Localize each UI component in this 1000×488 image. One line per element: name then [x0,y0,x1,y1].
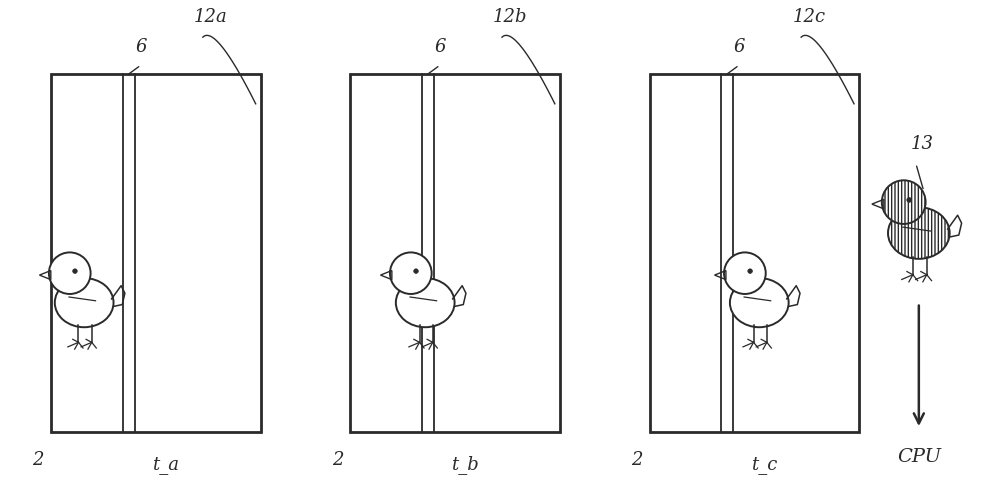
Ellipse shape [888,207,950,259]
Circle shape [414,269,418,273]
Circle shape [49,252,91,294]
Circle shape [748,269,752,273]
Ellipse shape [730,278,789,327]
Text: 6: 6 [734,38,745,56]
Ellipse shape [396,278,455,327]
Text: 12a: 12a [194,8,228,26]
Text: 6: 6 [135,38,147,56]
Circle shape [390,252,432,294]
Text: 2: 2 [631,451,642,469]
Bar [650,74,859,432]
Bar [51,74,261,432]
Text: 13: 13 [910,135,933,153]
Text: CPU: CPU [897,448,941,466]
Text: 6: 6 [434,38,446,56]
Text: t_c: t_c [751,456,777,474]
Circle shape [882,180,926,224]
Text: 2: 2 [332,451,343,469]
Text: 12b: 12b [493,8,527,26]
Text: t_b: t_b [451,455,479,474]
Text: 2: 2 [33,451,44,469]
Circle shape [73,269,77,273]
Ellipse shape [55,278,114,327]
Circle shape [907,198,912,203]
Circle shape [724,252,766,294]
Text: 12c: 12c [793,8,826,26]
Bar [350,74,560,432]
Text: t_a: t_a [152,456,179,474]
